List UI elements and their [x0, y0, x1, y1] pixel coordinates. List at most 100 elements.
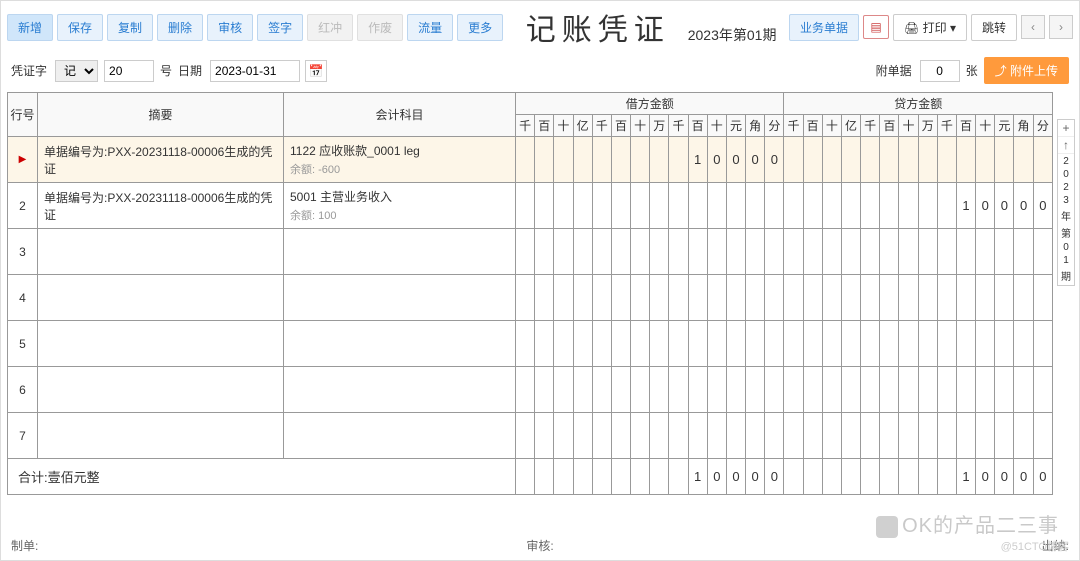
amount-cell[interactable] — [516, 137, 535, 183]
amount-cell[interactable] — [803, 321, 822, 367]
subject-cell[interactable]: 1122 应收账款_0001 leg余额: -600 — [284, 137, 516, 183]
amount-cell[interactable] — [803, 229, 822, 275]
amount-cell[interactable] — [976, 367, 995, 413]
amount-cell[interactable]: 0 — [746, 137, 765, 183]
amount-cell[interactable] — [765, 321, 784, 367]
upload-button[interactable]: ⤴ 附件上传 — [984, 57, 1069, 84]
amount-cell[interactable] — [707, 229, 726, 275]
new-button[interactable]: 新增 — [7, 14, 53, 41]
amount-cell[interactable] — [535, 183, 554, 229]
amount-cell[interactable] — [554, 321, 573, 367]
amount-cell[interactable] — [803, 137, 822, 183]
amount-cell[interactable] — [707, 367, 726, 413]
amount-cell[interactable] — [899, 137, 918, 183]
amount-cell[interactable] — [841, 413, 860, 459]
amount-cell[interactable] — [669, 367, 688, 413]
amount-cell[interactable] — [573, 137, 592, 183]
amount-cell[interactable] — [880, 183, 899, 229]
amount-cell[interactable] — [899, 413, 918, 459]
amount-cell[interactable] — [803, 275, 822, 321]
amount-cell[interactable] — [841, 137, 860, 183]
amount-cell[interactable] — [899, 367, 918, 413]
amount-cell[interactable] — [1014, 275, 1033, 321]
date-input[interactable] — [210, 60, 300, 82]
next-button[interactable]: › — [1049, 15, 1073, 39]
summary-cell[interactable] — [38, 367, 284, 413]
amount-cell[interactable]: 0 — [765, 137, 784, 183]
subject-cell[interactable] — [284, 413, 516, 459]
amount-cell[interactable] — [535, 367, 554, 413]
amount-cell[interactable] — [631, 229, 650, 275]
amount-cell[interactable] — [746, 229, 765, 275]
summary-cell[interactable] — [38, 321, 284, 367]
amount-cell[interactable] — [899, 275, 918, 321]
print-button[interactable]: 🖨 打印 ▾ — [893, 14, 967, 41]
amount-cell[interactable] — [592, 367, 611, 413]
amount-cell[interactable] — [631, 367, 650, 413]
amount-cell[interactable] — [650, 183, 669, 229]
amount-cell[interactable] — [765, 229, 784, 275]
amount-cell[interactable]: 0 — [707, 137, 726, 183]
amount-cell[interactable] — [995, 275, 1014, 321]
amount-cell[interactable] — [899, 321, 918, 367]
amount-cell[interactable] — [707, 183, 726, 229]
amount-cell[interactable] — [784, 183, 803, 229]
amount-cell[interactable] — [611, 137, 630, 183]
prev-button[interactable]: ‹ — [1021, 15, 1045, 39]
amount-cell[interactable] — [976, 229, 995, 275]
amount-cell[interactable] — [650, 229, 669, 275]
amount-cell[interactable] — [956, 321, 975, 367]
amount-cell[interactable] — [554, 413, 573, 459]
amount-cell[interactable] — [1033, 229, 1052, 275]
amount-cell[interactable] — [726, 275, 745, 321]
amount-cell[interactable] — [822, 275, 841, 321]
amount-cell[interactable] — [861, 137, 880, 183]
amount-cell[interactable] — [956, 275, 975, 321]
table-row[interactable]: ▶单据编号为:PXX-20231118-00006生成的凭证1122 应收账款_… — [8, 137, 1053, 183]
amount-cell[interactable] — [746, 321, 765, 367]
amount-cell[interactable] — [765, 413, 784, 459]
amount-cell[interactable]: 0 — [995, 183, 1014, 229]
amount-cell[interactable] — [516, 321, 535, 367]
amount-cell[interactable] — [822, 413, 841, 459]
summary-cell[interactable]: 单据编号为:PXX-20231118-00006生成的凭证 — [38, 137, 284, 183]
amount-cell[interactable] — [822, 229, 841, 275]
amount-cell[interactable] — [861, 229, 880, 275]
amount-cell[interactable] — [611, 275, 630, 321]
amount-cell[interactable] — [1014, 413, 1033, 459]
amount-cell[interactable] — [937, 321, 956, 367]
amount-cell[interactable] — [765, 275, 784, 321]
amount-cell[interactable] — [918, 275, 937, 321]
amount-cell[interactable] — [1014, 321, 1033, 367]
amount-cell[interactable] — [611, 229, 630, 275]
amount-cell[interactable] — [861, 413, 880, 459]
amount-cell[interactable] — [880, 137, 899, 183]
amount-cell[interactable] — [841, 229, 860, 275]
amount-cell[interactable] — [592, 183, 611, 229]
amount-cell[interactable] — [1033, 275, 1052, 321]
amount-cell[interactable] — [880, 275, 899, 321]
amount-cell[interactable] — [707, 275, 726, 321]
amount-cell[interactable] — [841, 183, 860, 229]
audit-button[interactable]: 审核 — [207, 14, 253, 41]
amount-cell[interactable] — [726, 413, 745, 459]
amount-cell[interactable] — [631, 275, 650, 321]
amount-cell[interactable] — [631, 183, 650, 229]
amount-cell[interactable] — [573, 183, 592, 229]
amount-cell[interactable]: 0 — [726, 137, 745, 183]
amount-cell[interactable] — [516, 367, 535, 413]
sign-button[interactable]: 签字 — [257, 14, 303, 41]
amount-cell[interactable] — [765, 367, 784, 413]
summary-cell[interactable] — [38, 275, 284, 321]
amount-cell[interactable] — [592, 413, 611, 459]
amount-cell[interactable]: 1 — [956, 183, 975, 229]
amount-cell[interactable] — [937, 183, 956, 229]
amount-cell[interactable] — [822, 367, 841, 413]
amount-cell[interactable] — [573, 275, 592, 321]
amount-cell[interactable] — [880, 367, 899, 413]
delete-button[interactable]: 删除 — [157, 14, 203, 41]
amount-cell[interactable]: 0 — [1033, 183, 1052, 229]
biz-doc-button[interactable]: 业务单据 — [789, 14, 859, 41]
amount-cell[interactable] — [726, 229, 745, 275]
amount-cell[interactable] — [880, 321, 899, 367]
